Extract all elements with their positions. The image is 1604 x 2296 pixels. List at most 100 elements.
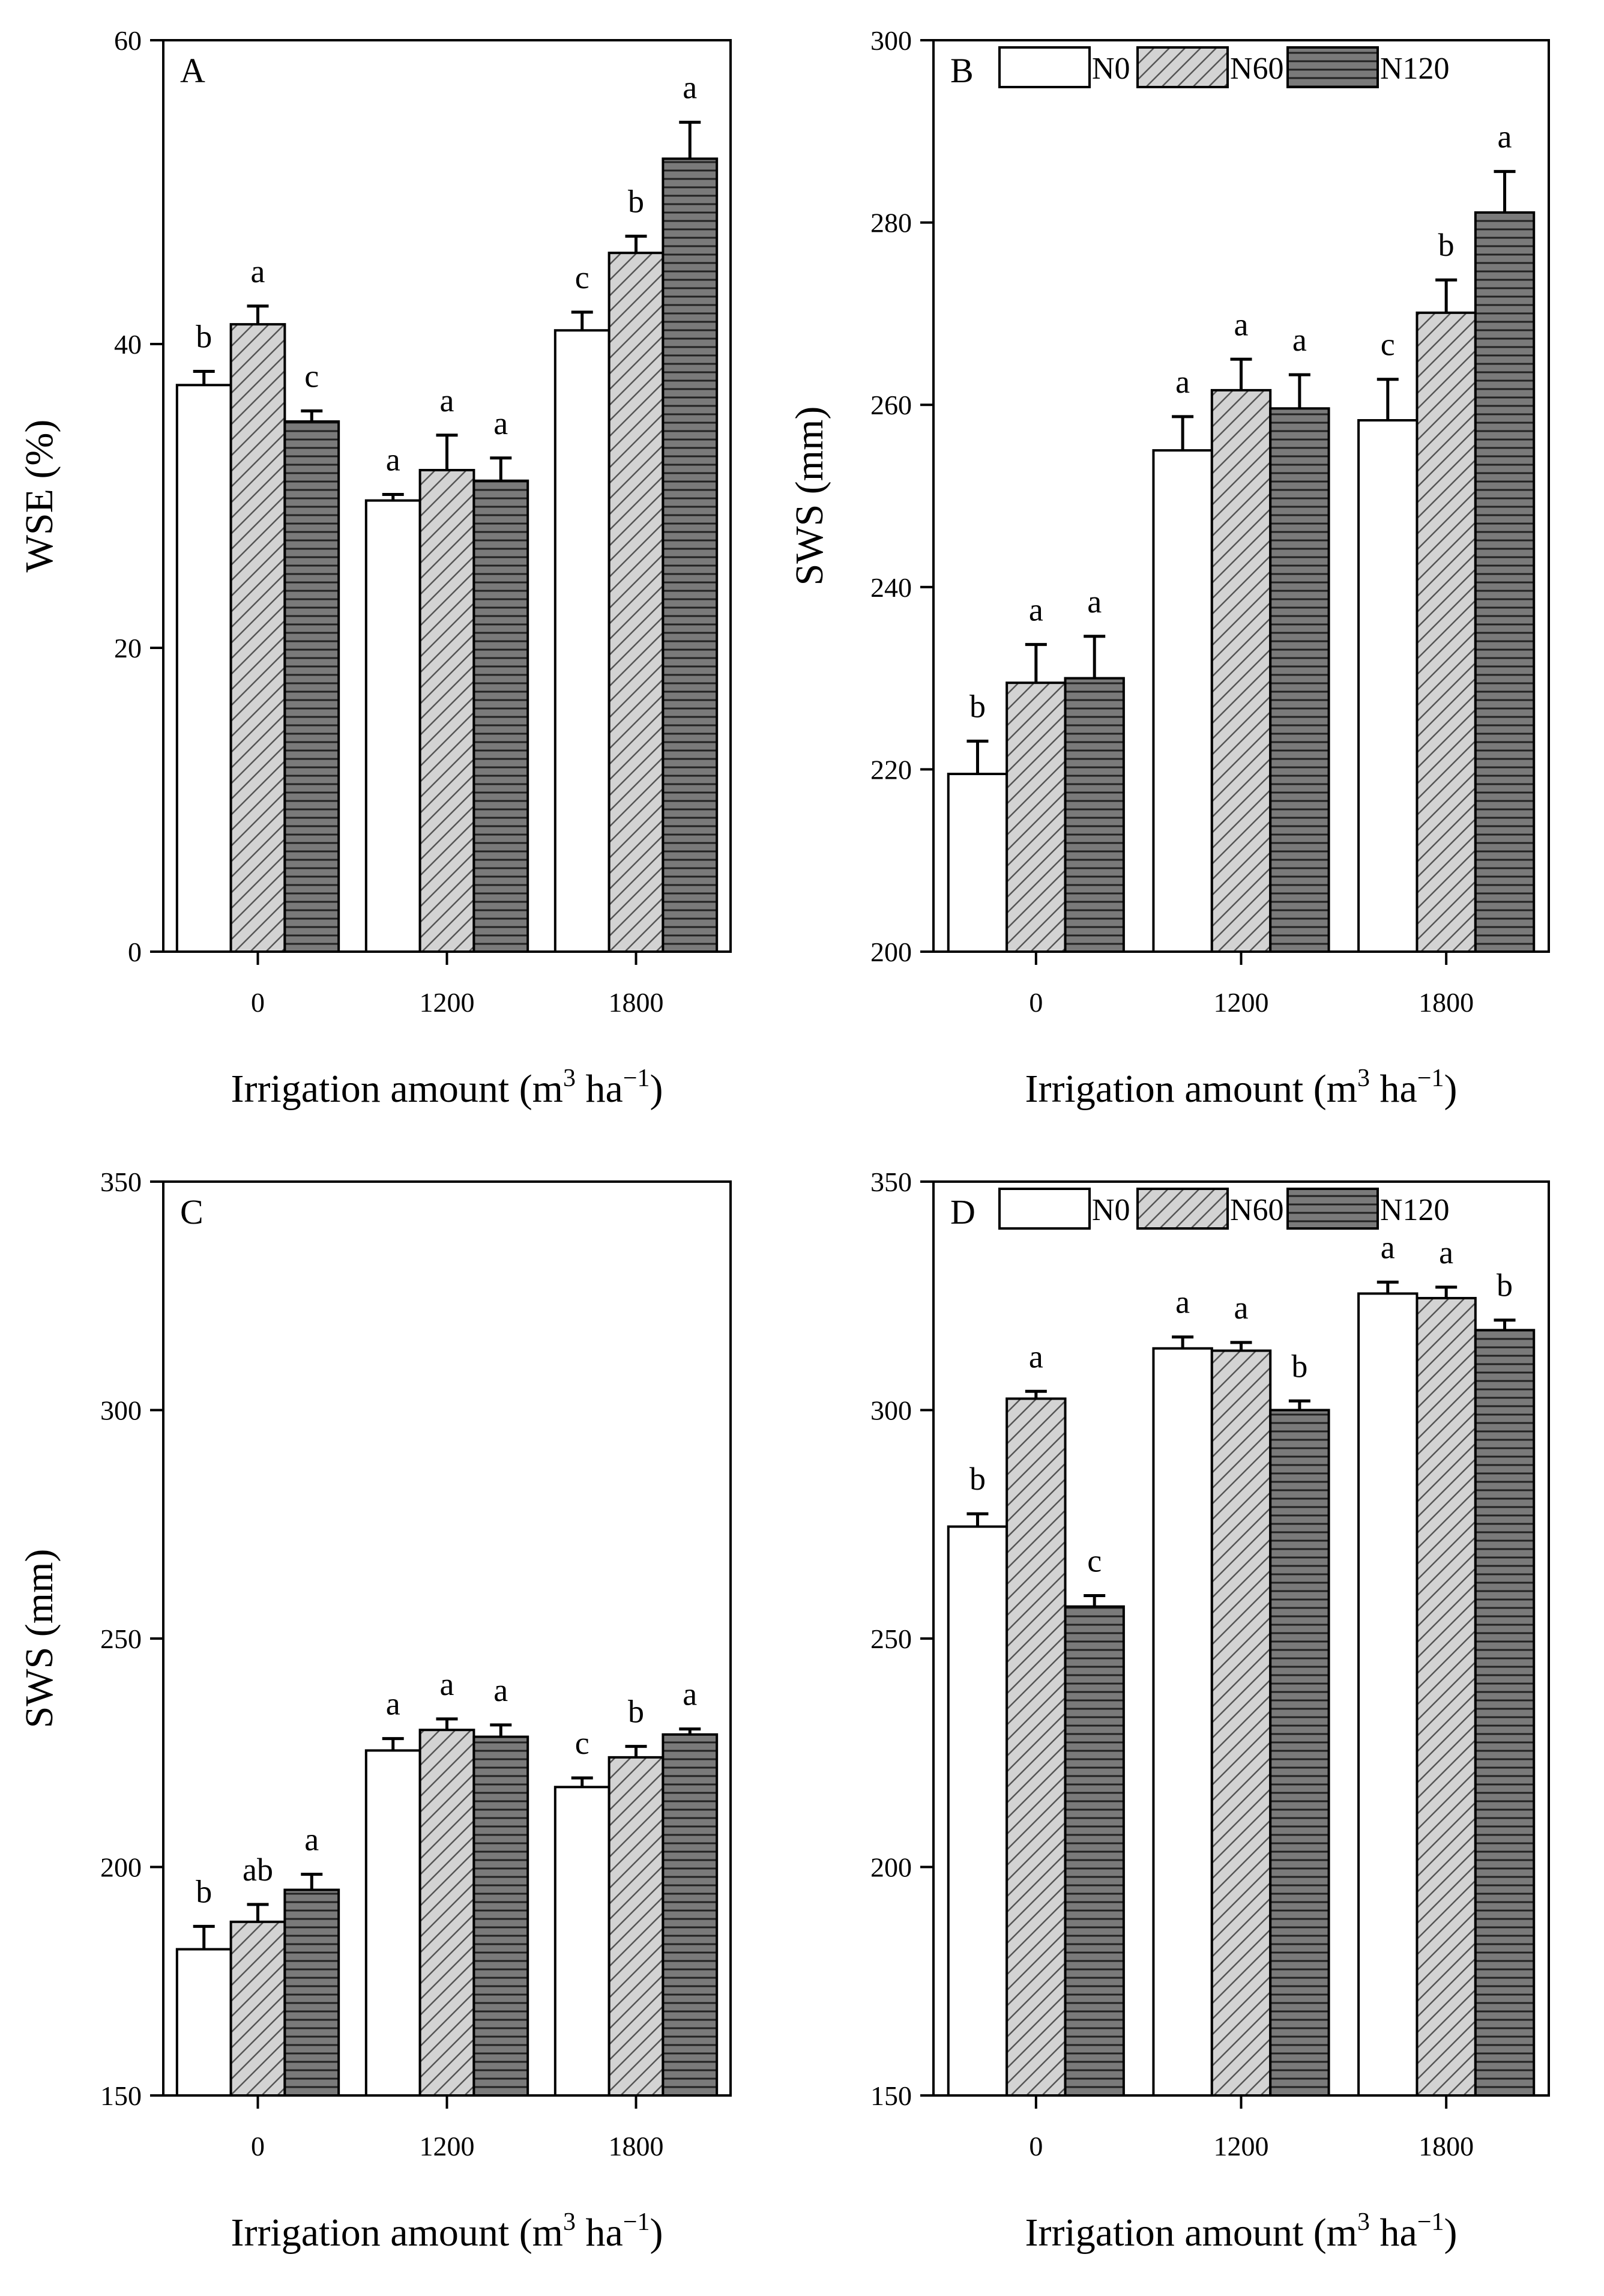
x-tick-label: 0 [1029,987,1043,1018]
error-bar [571,1776,593,1787]
bar-n120-1800 [662,1733,719,2097]
y-axis-title: WSE (%) [17,420,61,573]
bar-n120-0 [283,420,340,953]
significance-label: a [304,1822,319,1858]
significance-label: b [196,319,212,355]
error-bar [1494,1319,1516,1331]
legend-swatch-n0 [998,46,1091,88]
x-axis-title-part: 3 [563,1065,576,1092]
y-tick-label: 300 [100,1395,142,1426]
legend: N0 N60 N120 [998,1188,1450,1230]
bar-n120-1800 [1474,211,1536,953]
panel-letter: C [180,1192,204,1231]
chart-panel-a: 0 20 40 60 WSE (%) A 0 b a c 1200 a a a 1800 c b a Irrigat… [17,25,732,1111]
error-bar [1376,378,1399,421]
x-axis-title-part: ) [650,2211,663,2255]
significance-label: b [1291,1348,1307,1384]
significance-label: a [251,253,265,289]
legend-swatch-n60 [1136,1188,1229,1230]
bar-n0-0 [175,1948,232,2097]
error-bar [1025,642,1047,683]
error-bar [1084,1594,1106,1607]
error-bar [1084,635,1106,678]
error-bar [1288,1399,1310,1410]
y-tick-label: 240 [870,572,912,603]
error-bar [490,456,512,481]
error-bar [301,409,323,422]
error-bar [436,1717,458,1730]
y-tick-label: 200 [870,937,912,967]
legend-label-n120: N120 [1380,52,1450,86]
x-tick-label: 0 [251,2131,265,2162]
x-axis-title-part: 3 [1357,2208,1370,2236]
error-bar [966,739,989,774]
x-axis-title-part: 3 [1357,1065,1370,1092]
x-axis-title-part: −1 [623,2208,650,2236]
y-tick-label: 300 [870,1395,912,1426]
bar-n0-1800 [553,329,611,953]
bar-n0-1800 [1357,1292,1419,2097]
significance-label: b [1438,227,1455,263]
x-axis-title-part: Irrigation amount (m [1025,2211,1358,2255]
x-tick-label: 1200 [420,987,475,1018]
legend-swatch-n60 [1136,46,1229,88]
y-tick-label: 200 [100,1852,142,1883]
x-axis-title: Irrigation amount (m3 ha−1) [1025,1065,1458,1111]
significance-label: b [628,1694,644,1730]
bar-n60-1200 [418,468,475,953]
y-axis-title: SWS (mm) [17,1549,61,1729]
bar-n120-1800 [1474,1329,1536,2097]
bar-n0-1200 [364,499,421,953]
y-tick-label: 280 [870,208,912,238]
bar-n120-1200 [472,1735,529,2097]
bar-n120-1200 [472,479,529,953]
bar-n60-1800 [1416,311,1477,953]
error-bar [1435,1285,1458,1299]
bar-n60-0 [1006,1397,1067,2097]
significance-label: c [575,1725,589,1761]
x-axis-title-part: ) [650,1067,663,1111]
y-tick-label: 260 [870,390,912,420]
legend-label-n60: N60 [1230,1193,1284,1227]
x-tick-label: 1200 [1214,2131,1269,2162]
bar-n120-0 [1064,677,1125,953]
x-axis-title-part: ha [1370,1067,1417,1111]
x-axis-title-part: ) [1444,2211,1458,2255]
y-tick-label: 300 [870,25,912,56]
significance-label: c [1381,327,1395,363]
legend-label-n0: N0 [1092,52,1130,86]
y-tick-label: 200 [870,1852,912,1883]
significance-label: a [493,405,508,441]
error-bar [1376,1280,1399,1294]
bar-n0-0 [947,772,1009,953]
x-tick-label: 0 [1029,2131,1043,2162]
error-bar [1025,1389,1047,1399]
chart-panel-d: 150 200 250 300 350 D 0 b a c 1200 a a b 1800 a a b Irriga… [870,1167,1550,2255]
significance-label: a [1234,306,1249,342]
x-axis-title-part: Irrigation amount (m [1025,1067,1358,1111]
x-tick-label: 0 [251,987,265,1018]
bar-n120-1200 [1269,407,1330,953]
significance-label: a [1234,1290,1249,1326]
error-bar [490,1723,512,1737]
error-bar [625,1745,647,1757]
error-bar [966,1512,989,1527]
significance-label: b [196,1873,212,1909]
significance-label: a [1292,322,1307,358]
legend-label-n60: N60 [1230,52,1284,86]
x-tick-label: 1800 [1419,2131,1474,2162]
bar-n60-1800 [608,1756,665,2097]
y-tick-label: 250 [870,1624,912,1654]
x-axis-title: Irrigation amount (m3 ha−1) [231,1065,663,1111]
bar-n60-0 [229,1920,286,2097]
x-axis-title-part: −1 [1417,2208,1444,2236]
error-bar [1494,170,1516,213]
x-tick-label: 1200 [420,2131,475,2162]
y-axis-title: SWS (mm) [788,406,831,586]
x-tick-label: 1800 [609,2131,664,2162]
x-axis-title-part: 3 [563,2208,576,2236]
bar-n60-1200 [1210,1349,1272,2097]
error-bar [247,1903,269,1922]
y-tick-label: 350 [100,1167,142,1197]
bar-n60-0 [229,323,286,953]
